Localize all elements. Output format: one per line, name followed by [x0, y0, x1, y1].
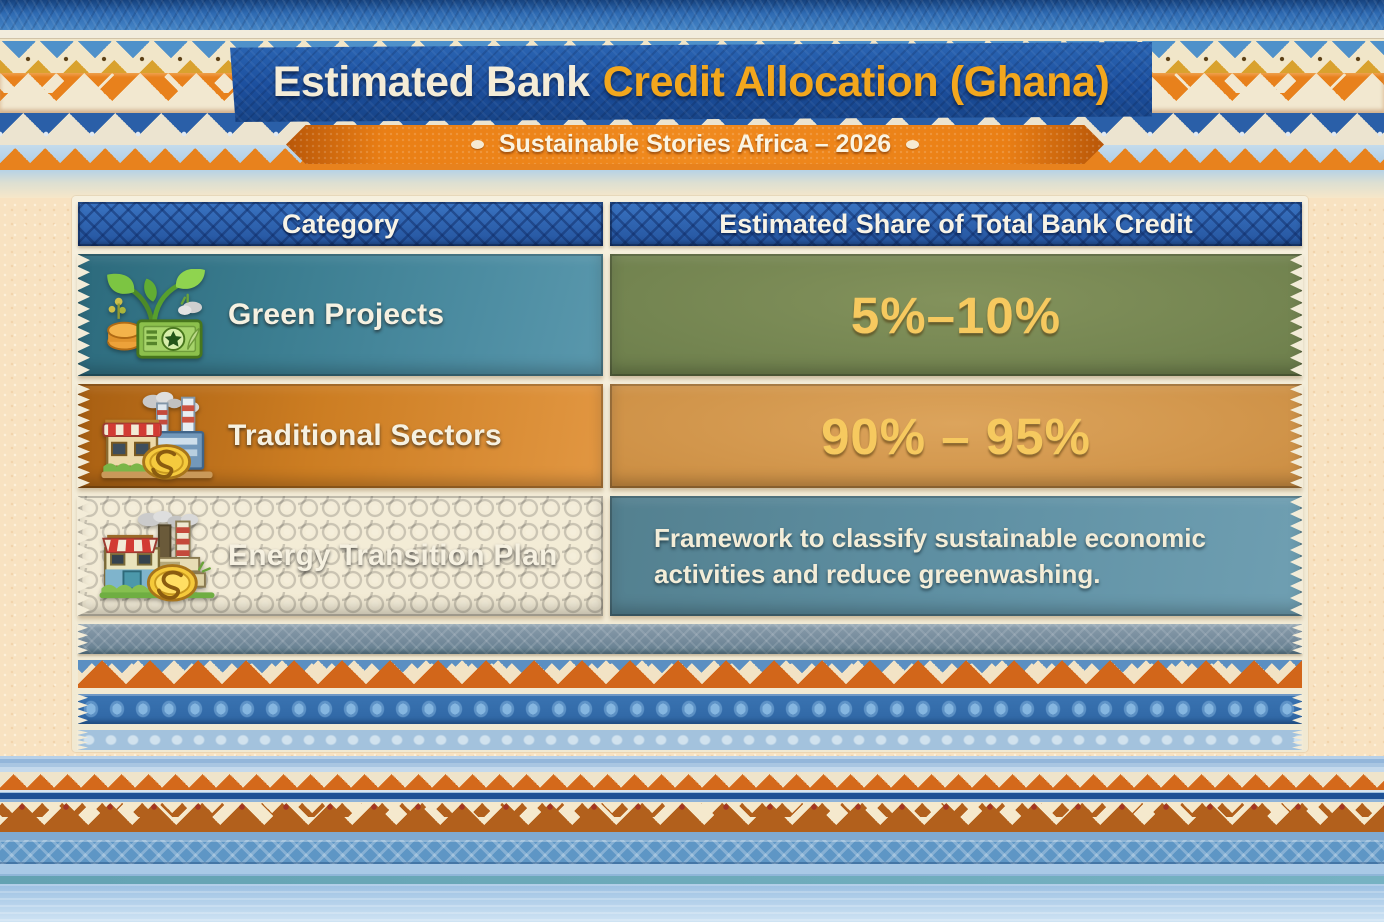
- decorative-band-grey-chevron: [77, 624, 1303, 654]
- share-value: 5%–10%: [850, 286, 1062, 344]
- bottom-border-navy-stripe: [0, 790, 1384, 802]
- top-border-cream-stripe: [0, 30, 1384, 39]
- page-title: Estimated Bank: [272, 57, 590, 106]
- bottom-border-light-stripe: [0, 864, 1384, 876]
- bottom-border-blue-gradient: [0, 884, 1384, 922]
- bottom-border-orange-sawtooth: [0, 772, 1384, 790]
- shop-factory-coin-icon: [98, 390, 216, 482]
- decorative-band-blue-diamonds: [77, 694, 1303, 724]
- page-title-highlight: Credit Allocation (Ghana): [602, 57, 1110, 106]
- table-row-energy-transition-share: Framework to classify sustainable econom…: [610, 496, 1303, 616]
- zigzag-edge: [77, 624, 88, 654]
- share-description: Framework to classify sustainable econom…: [654, 522, 1206, 589]
- diamond-bullet-icon: [906, 140, 920, 149]
- diamond-bullet-icon: [470, 140, 484, 149]
- table-row-traditional-sectors-share: 90% – 95%: [610, 384, 1303, 488]
- zigzag-edge: [77, 384, 90, 488]
- subtitle-text: Sustainable Stories Africa – 2026: [498, 130, 892, 158]
- zigzag-edge: [77, 254, 90, 376]
- bottom-border-teal-stripe: [0, 876, 1384, 884]
- column-header-share: Estimated Share of Total Bank Credit: [610, 202, 1302, 246]
- bottom-border-blue-stripe: [0, 832, 1384, 840]
- zigzag-edge: [1290, 496, 1303, 616]
- top-border-blue-weave: [0, 0, 1384, 30]
- zigzag-edge: [1290, 384, 1303, 488]
- bottom-border-blue-stripes: [0, 756, 1384, 772]
- zigzag-edge: [1292, 730, 1303, 750]
- table-row-green-projects-share: 5%–10%: [610, 254, 1303, 376]
- category-label: Energy Transition Plan: [228, 539, 558, 572]
- top-border-fade: [0, 170, 1384, 198]
- top-border-sawtooth: [0, 145, 1384, 170]
- zigzag-edge: [1290, 254, 1303, 376]
- table-row-energy-transition-category: Energy Transition Plan: [77, 496, 603, 616]
- sprout-coins-banknote-icon: [98, 268, 216, 361]
- share-value: 90% – 95%: [821, 407, 1091, 465]
- zigzag-edge: [1292, 694, 1303, 724]
- zigzag-edge: [77, 694, 88, 724]
- column-header-category: Category: [78, 202, 603, 246]
- decorative-band-light-diamonds: [77, 730, 1303, 750]
- house-smokestacks-coin-icon: [98, 510, 216, 602]
- category-label: Traditional Sectors: [228, 419, 502, 452]
- table-row-green-projects-category: Green Projects: [77, 254, 603, 376]
- title-ribbon: Estimated Bank Credit Allocation (Ghana): [230, 42, 1152, 122]
- zigzag-edge: [77, 496, 90, 616]
- bottom-border-blue-lattice: [0, 840, 1384, 864]
- subtitle-ribbon: Sustainable Stories Africa – 2026: [286, 125, 1104, 164]
- category-label: Green Projects: [228, 298, 445, 331]
- column-header-label: Estimated Share of Total Bank Credit: [719, 208, 1193, 239]
- zigzag-edge: [77, 730, 88, 750]
- zigzag-edge: [1292, 624, 1303, 654]
- table-row-traditional-sectors-category: Traditional Sectors: [77, 384, 603, 488]
- column-header-label: Category: [281, 208, 400, 239]
- bottom-border-rust-chevrons: [0, 802, 1384, 832]
- decorative-band-orange-blue-triangles: [78, 660, 1302, 688]
